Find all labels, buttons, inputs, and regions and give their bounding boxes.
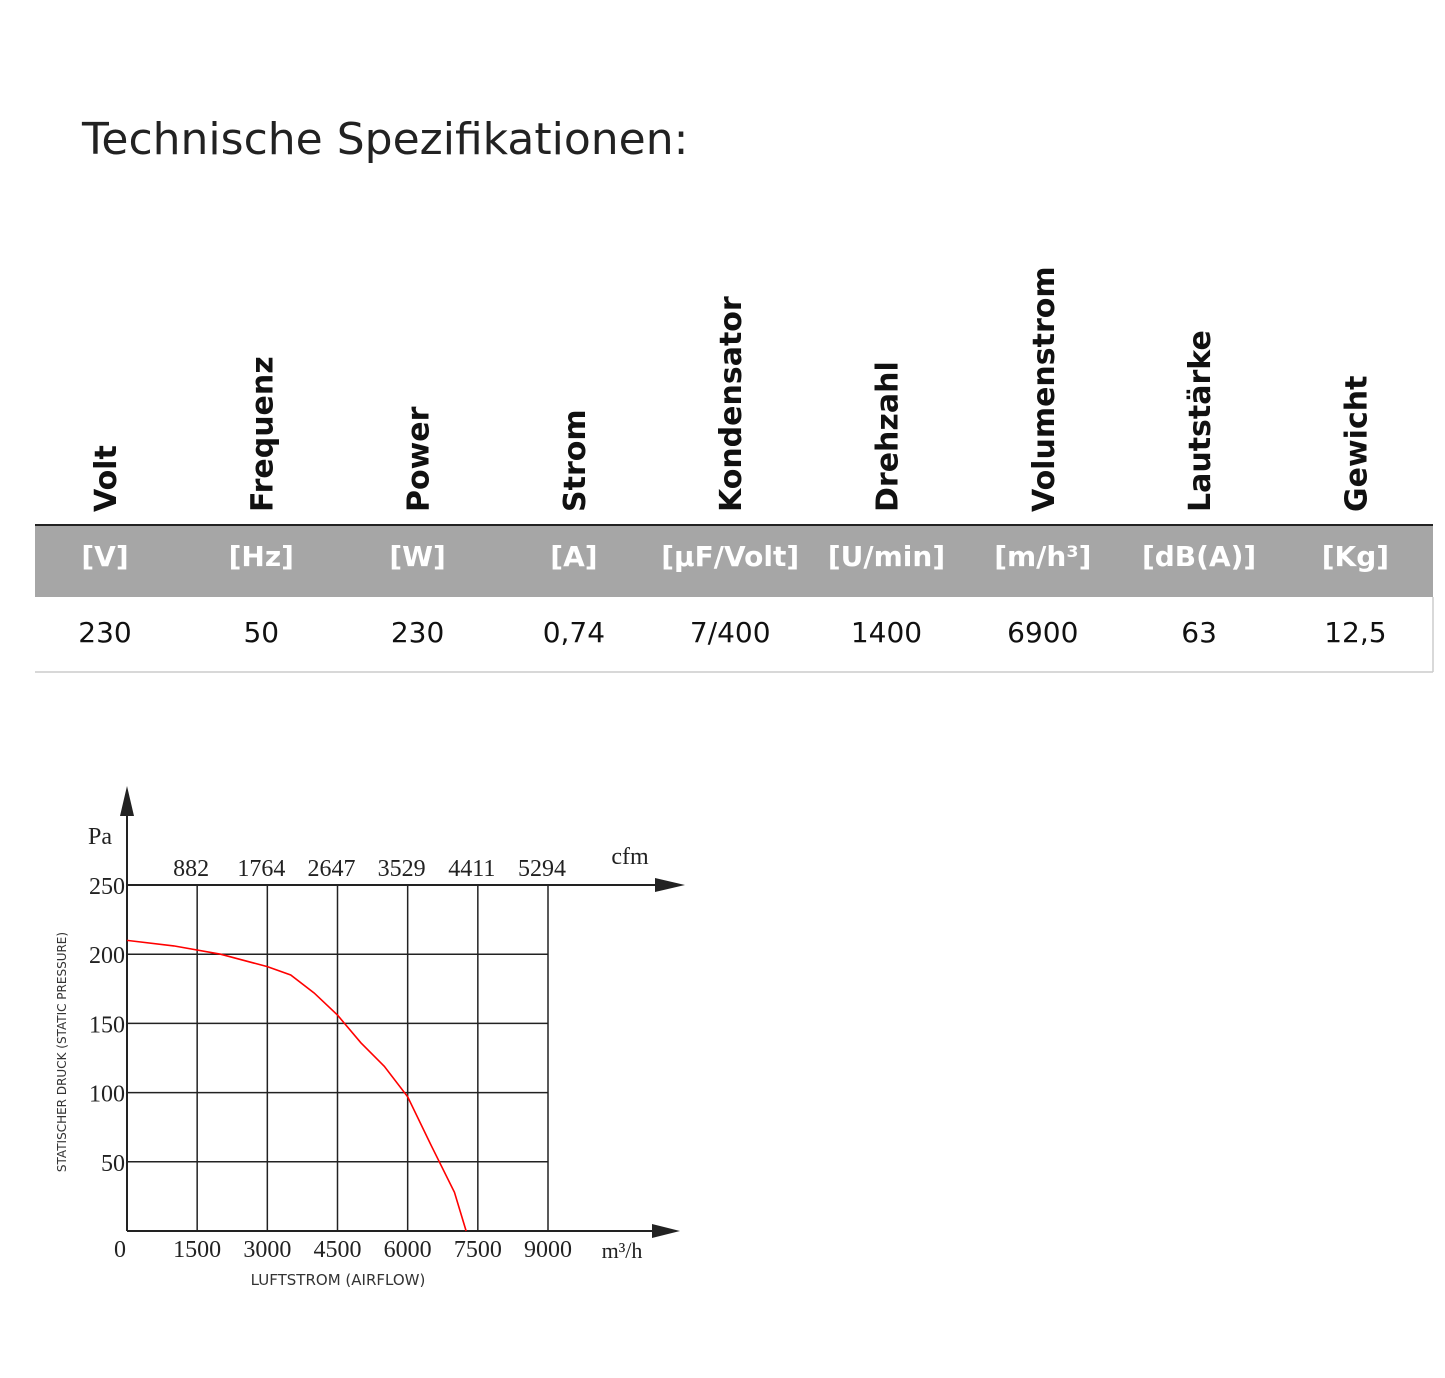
unit-cell: [Kg]: [1322, 540, 1389, 573]
x-axis-title: LUFTSTROM (AIRFLOW): [251, 1271, 426, 1289]
x-tick-label: 6000: [384, 1237, 432, 1263]
y-tick-label: 150: [89, 1012, 125, 1038]
x2-tick-label: 3529: [378, 856, 426, 882]
value-cell: 230: [391, 616, 444, 649]
value-cell: 7/400: [690, 616, 771, 649]
unit-cell: [A]: [550, 540, 597, 573]
value-cell: 1400: [851, 616, 922, 649]
x-tick-label: 0: [114, 1237, 126, 1263]
x2-tick-label: 2647: [308, 856, 356, 882]
column-header: Volumenstrom: [1027, 266, 1062, 512]
column-header: Kondensator: [714, 296, 749, 512]
unit-cell: [µF/Volt]: [661, 540, 799, 573]
x2-tick-label: 1764: [237, 856, 285, 882]
x2-axis-arrow: [655, 878, 685, 892]
x-tick-label: 1500: [173, 1237, 221, 1263]
y-tick-label: 100: [89, 1082, 125, 1108]
value-cell: 6900: [1007, 616, 1078, 649]
unit-cell: [U/min]: [828, 540, 945, 573]
value-cell: 50: [243, 616, 279, 649]
y-tick-label: 200: [89, 943, 125, 969]
unit-cell: [dB(A)]: [1142, 540, 1256, 573]
column-header: Frequenz: [245, 356, 280, 512]
page-title: Technische Spezifikationen:: [81, 114, 688, 165]
y-axis-title: STATISCHER DRUCK (STATIC PRESSURE): [55, 932, 69, 1172]
x-tick-label: 9000: [524, 1237, 572, 1263]
x2-unit: cfm: [611, 844, 649, 870]
x-tick-label: 3000: [243, 1237, 291, 1263]
unit-cell: [Hz]: [229, 540, 294, 573]
value-cell: 12,5: [1324, 616, 1386, 649]
y-unit: Pa: [88, 824, 112, 850]
value-cell: 230: [78, 616, 131, 649]
column-header: Gewicht: [1339, 376, 1374, 512]
x-tick-label: 4500: [314, 1237, 362, 1263]
x-axis-arrow: [652, 1224, 680, 1238]
y-axis-arrow: [120, 786, 134, 816]
column-header: Lautstärke: [1183, 330, 1218, 512]
y-tick-label: 50: [101, 1151, 125, 1177]
unit-cell: [V]: [81, 540, 128, 573]
x2-tick-label: 882: [173, 856, 209, 882]
unit-band: [35, 525, 1433, 597]
x-tick-label: 7500: [454, 1237, 502, 1263]
unit-cell: [m/h³]: [994, 540, 1091, 573]
value-cell: 63: [1181, 616, 1217, 649]
x2-tick-label: 5294: [518, 856, 566, 882]
y-tick-label: 250: [89, 874, 125, 900]
unit-cell: [W]: [389, 540, 445, 573]
value-cell: 0,74: [543, 616, 605, 649]
column-header: Strom: [558, 409, 593, 512]
column-header: Power: [402, 406, 437, 512]
column-header: Volt: [89, 445, 124, 512]
curve: [126, 939, 467, 1232]
x2-tick-label: 4411: [448, 856, 495, 882]
column-header: Drehzahl: [871, 361, 906, 512]
x-unit: m³/h: [602, 1238, 643, 1263]
